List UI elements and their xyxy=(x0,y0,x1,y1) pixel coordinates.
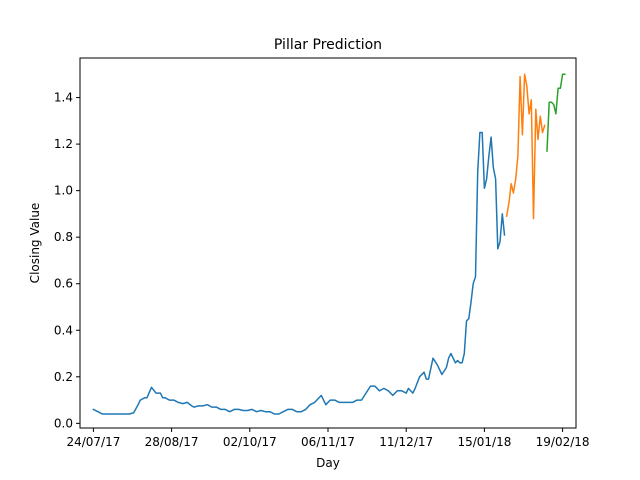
x-tick-label: 11/12/17 xyxy=(379,435,433,449)
x-axis-label: Day xyxy=(316,456,340,470)
y-axis-label: Closing Value xyxy=(28,203,42,284)
series-line-1 xyxy=(92,131,506,415)
chart-title: Pillar Prediction xyxy=(274,37,382,53)
x-tick-label: 02/10/17 xyxy=(223,435,277,449)
series-line-2 xyxy=(505,73,546,220)
series-line-3 xyxy=(546,73,566,152)
y-tick-label: 0.2 xyxy=(54,370,73,384)
y-tick-label: 1.0 xyxy=(54,184,73,198)
plot-lines xyxy=(92,73,566,415)
y-axis-ticks: 0.0 0.2 0.4 0.6 0.8 1.0 1.2 1.4 xyxy=(54,91,80,430)
x-tick-label: 15/01/18 xyxy=(457,435,511,449)
y-tick-label: 0.4 xyxy=(54,323,73,337)
y-tick-label: 1.2 xyxy=(54,137,73,151)
x-tick-label: 28/08/17 xyxy=(145,435,199,449)
x-axis-ticks: 24/07/17 28/08/17 02/10/17 06/11/17 11/12/17… xyxy=(66,428,590,449)
y-tick-label: 1.4 xyxy=(54,91,73,105)
y-tick-label: 0.6 xyxy=(54,277,73,291)
x-tick-label: 06/11/17 xyxy=(301,435,355,449)
x-tick-label: 24/07/17 xyxy=(66,435,120,449)
x-tick-label: 19/02/18 xyxy=(536,435,590,449)
y-tick-label: 0.8 xyxy=(54,230,73,244)
y-tick-label: 0.0 xyxy=(54,416,73,430)
